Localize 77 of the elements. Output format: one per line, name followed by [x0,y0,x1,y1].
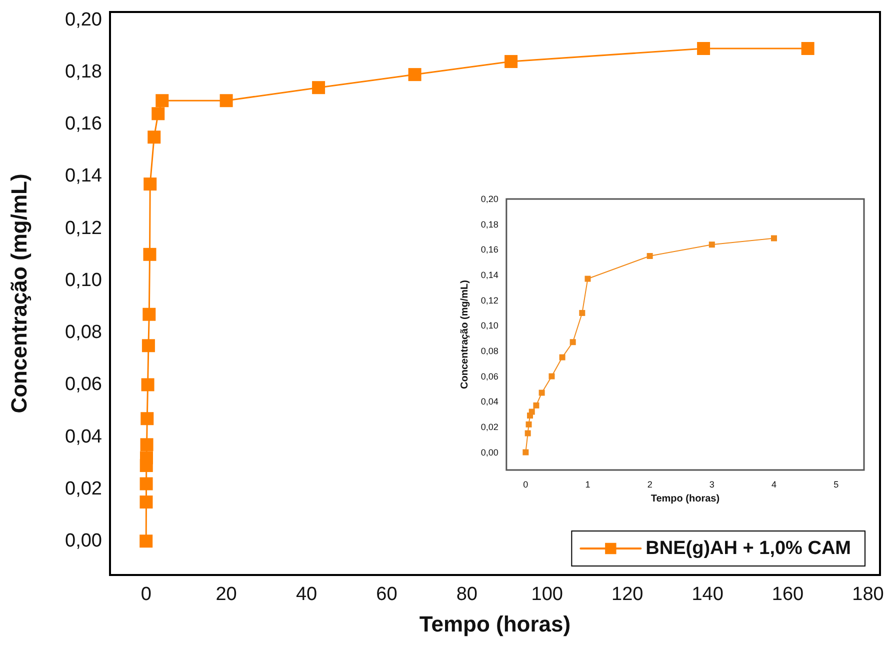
y-tick-label: 0,14 [480,270,498,280]
y-axis-title: Concentração (mg/mL) [460,280,470,389]
x-tick-label: 80 [456,584,478,605]
y-tick-label: 0,16 [480,244,498,255]
x-tick-label: 60 [376,584,398,605]
y-tick-label: 0,04 [65,426,102,448]
y-tick-label: 0,00 [65,530,102,552]
y-tick-label: 0,08 [480,346,498,356]
point [140,496,153,509]
x-tick-label: 0 [523,480,528,490]
y-tick-label: 0,10 [65,270,102,291]
point [522,449,529,456]
point [152,107,165,120]
point [312,81,326,94]
point [156,94,169,108]
point [584,276,591,282]
y-tick-label: 0,06 [65,374,102,396]
point [697,42,710,55]
x-tick-label: 4 [771,480,776,490]
y-tick-label: 0,04 [480,396,498,407]
point [504,55,518,68]
x-tick-label: 100 [531,584,563,605]
point [148,130,161,144]
x-tick-label: 180 [852,584,884,605]
x-tick-label: 40 [296,584,318,605]
point [144,178,157,191]
y-tick-label: 0,12 [480,295,498,306]
point [538,390,545,396]
point [526,421,532,428]
y-tick-label: 0,10 [480,320,498,331]
point [220,94,233,108]
point [548,373,555,380]
x-tick-label: 120 [611,584,644,605]
point [533,402,540,408]
y-tick-label: 0,20 [65,9,102,30]
y-tick-label: 0,16 [65,114,102,135]
y-tick-label: 0,00 [480,447,498,458]
y-tick-label: 0,02 [65,478,102,500]
x-tick-label: 140 [692,584,724,605]
x-tick-label: 0 [140,584,152,605]
y-tick-label: 0,02 [480,422,498,432]
point [708,242,715,248]
point [143,248,156,261]
y-tick-label: 0,20 [480,194,498,204]
x-tick-label: 160 [772,584,804,605]
point [142,339,155,352]
x-tick-label: 5 [834,480,839,490]
point [140,477,153,490]
point [140,451,153,464]
x-tick-label: 3 [709,480,714,490]
legend-label: BNE(g)AH + 1,0% CAM [646,538,851,559]
y-tick-label: 0,18 [480,219,498,230]
x-tick-label: 2 [647,480,652,490]
y-tick-label: 0,18 [65,61,102,82]
point [524,430,531,436]
point [140,438,154,452]
point [801,42,814,55]
point [141,378,154,392]
x-tick-label: 1 [585,480,590,490]
point [140,412,154,426]
x-axis-title: Tempo (horas) [650,493,720,504]
point [142,308,156,321]
point [770,235,777,242]
y-tick-label: 0,08 [65,322,102,344]
x-tick-label: 20 [216,584,237,605]
point [528,408,535,415]
point [579,310,586,316]
point [570,339,576,346]
x-axis-title: Tempo (horas) [419,612,571,636]
y-tick-label: 0,12 [65,218,102,239]
y-tick-label: 0,14 [65,166,102,187]
point [140,534,153,548]
y-tick-label: 0,06 [480,371,498,382]
point [646,252,653,259]
y-axis-title: Concentração (mg/mL) [6,174,32,414]
point [408,68,422,82]
point [559,354,566,360]
